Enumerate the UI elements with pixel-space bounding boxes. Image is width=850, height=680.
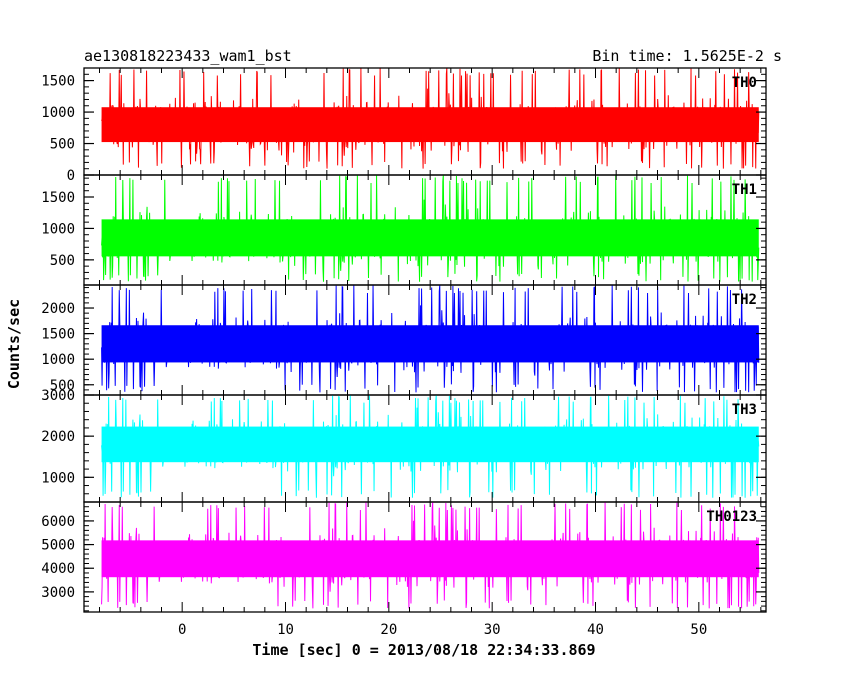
y-tick-label: 1000 — [41, 352, 75, 368]
panels-group: 0 500 1000 1500 TH0 500 1000 1500 TH1 500 1000 1500… — [41, 67, 767, 613]
y-tick-label: 500 — [50, 253, 75, 269]
panel-th0123: 3000 4000 5000 6000 TH0123 — [41, 501, 767, 613]
x-axis: 0 10 20 30 40 50 — [178, 622, 707, 638]
series-line-th1 — [101, 175, 760, 282]
y-tick-label: 500 — [50, 378, 75, 394]
y-tick-label: 0 — [67, 168, 75, 184]
panel-label-th1: TH1 — [732, 182, 757, 198]
panel-th3: 1000 2000 3000 TH3 — [41, 388, 767, 503]
y-tick-label: 6000 — [41, 514, 75, 530]
series-line-th0 — [101, 68, 760, 169]
x-tick-label: 10 — [277, 622, 294, 638]
series-line-th3 — [101, 395, 760, 498]
y-tick-label: 2000 — [41, 429, 75, 445]
y-tick-label: 500 — [50, 137, 75, 153]
y-tick-label: 4000 — [41, 561, 75, 577]
panel-label-th0: TH0 — [732, 75, 757, 91]
panel-label-th0123: TH0123 — [706, 509, 757, 525]
y-tick-label: 1000 — [41, 105, 75, 121]
x-tick-label: 20 — [380, 622, 397, 638]
panel-th0: 0 500 1000 1500 TH0 — [41, 67, 767, 184]
x-tick-label: 50 — [690, 622, 707, 638]
panel-frame — [83, 501, 767, 613]
y-axis-title: Counts/sec — [5, 299, 23, 389]
x-axis-title: Time [sec] 0 = 2013/08/18 22:34:33.869 — [252, 641, 595, 659]
panel-th2: 500 1000 1500 2000 TH2 — [41, 284, 767, 396]
panel-th1: 500 1000 1500 TH1 — [41, 174, 767, 286]
y-tick-label: 1000 — [41, 470, 75, 486]
y-tick-label: 1500 — [41, 190, 75, 206]
y-tick-label: 2000 — [41, 301, 75, 317]
y-tick-label: 1000 — [41, 221, 75, 237]
y-tick-label: 3000 — [41, 585, 75, 601]
series-line-th0123 — [101, 502, 760, 609]
y-tick-label: 5000 — [41, 538, 75, 554]
chart-title: ae130818223433_wam1_bst — [84, 47, 292, 65]
y-tick-label: 3000 — [41, 388, 75, 404]
y-tick-label: 1500 — [41, 74, 75, 90]
x-tick-label: 0 — [178, 622, 186, 638]
series-line-th2 — [101, 285, 760, 393]
panel-label-th3: TH3 — [732, 402, 757, 418]
panel-label-th2: TH2 — [732, 292, 757, 308]
y-tick-label: 1500 — [41, 327, 75, 343]
x-tick-label: 30 — [484, 622, 501, 638]
x-tick-label: 40 — [587, 622, 604, 638]
bin-time-label: Bin time: 1.5625E-2 s — [592, 47, 782, 65]
